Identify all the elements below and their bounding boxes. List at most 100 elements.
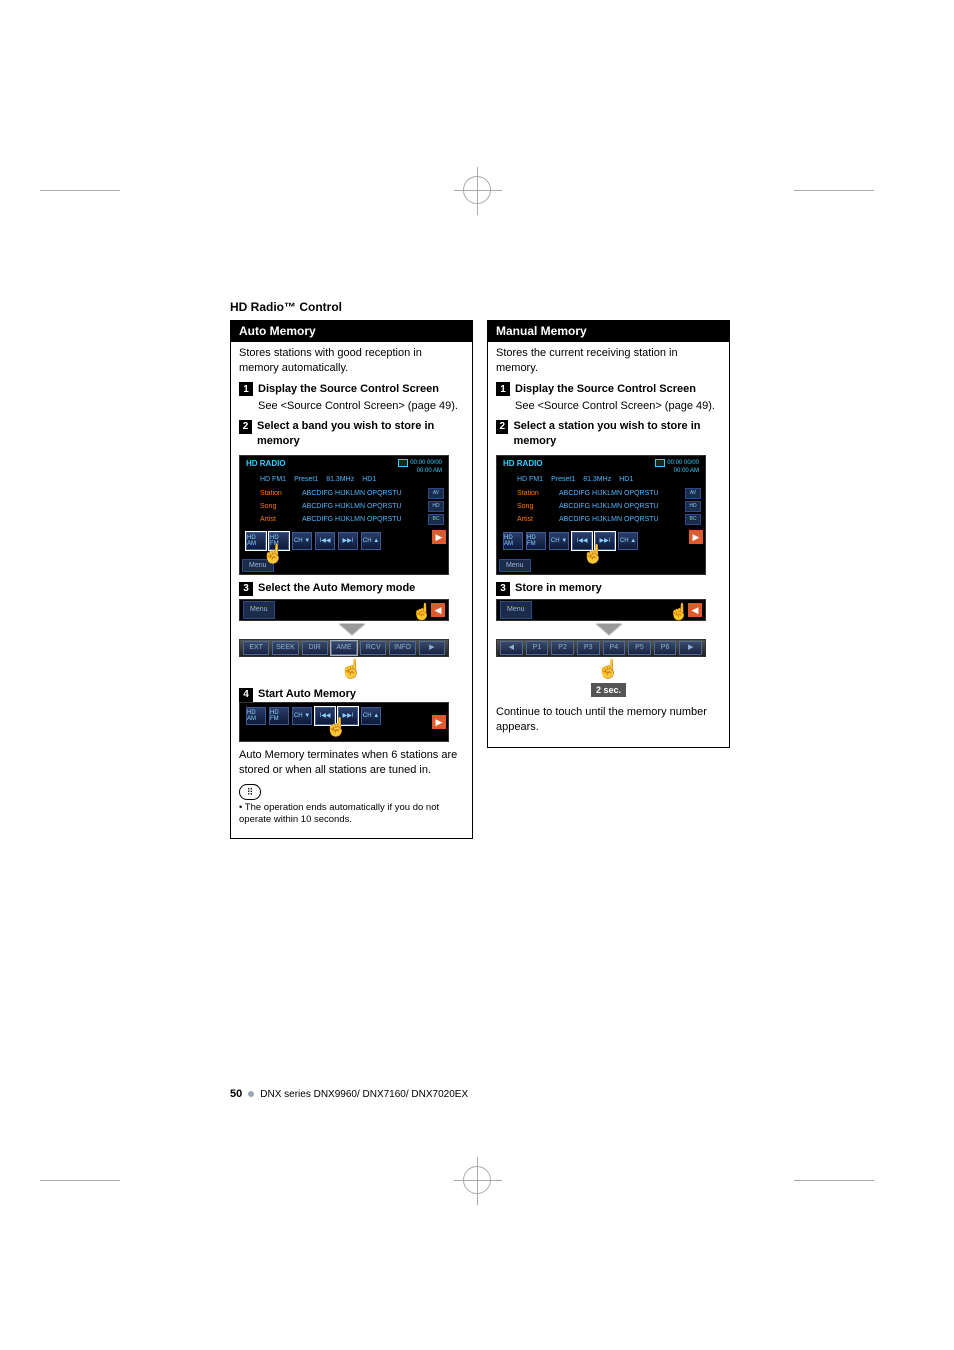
crop-marks-bottom bbox=[0, 1150, 954, 1210]
step-number: 2 bbox=[496, 420, 508, 434]
preset-p4[interactable]: P4 bbox=[603, 641, 626, 654]
band: HD FM1 bbox=[260, 475, 286, 484]
hd-am-button[interactable]: HD AM bbox=[503, 532, 523, 550]
expand-icon[interactable]: ▶ bbox=[689, 530, 703, 544]
opt-info[interactable]: INFO bbox=[389, 641, 415, 654]
step-number: 4 bbox=[239, 688, 253, 702]
artist-row: Artist ABCDIFG HIJKLMN OPQRSTU bbox=[260, 514, 418, 525]
opt-ame[interactable]: AME bbox=[331, 641, 357, 654]
crop-mark-left bbox=[80, 160, 120, 220]
touch-hand-icon: ☝ bbox=[340, 659, 362, 679]
touch-hand-icon: ☝ bbox=[412, 602, 432, 624]
footer-text: DNX series DNX9960/ DNX7160/ DNX7020EX bbox=[260, 1089, 468, 1100]
right-header: Manual Memory bbox=[488, 320, 729, 342]
radio-menu[interactable]: Menu bbox=[499, 559, 531, 572]
left-column: Auto Memory Stores stations with good re… bbox=[230, 320, 473, 839]
frequency: 81.3MHz bbox=[326, 475, 354, 484]
touch-hand-icon: ☝ bbox=[325, 715, 347, 739]
ch-down-button[interactable]: CH ▼ bbox=[292, 532, 312, 550]
frequency: 81.3MHz bbox=[583, 475, 611, 484]
preset-p5[interactable]: P5 bbox=[628, 641, 651, 654]
label-song: Song bbox=[260, 502, 294, 511]
hd-fm-button[interactable]: HD FM bbox=[526, 532, 546, 550]
step-1-label: Display the Source Control Screen bbox=[258, 382, 439, 397]
opt-rcv[interactable]: RCV bbox=[360, 641, 386, 654]
right-body: Stores the current receiving station in … bbox=[488, 342, 729, 739]
preset-p3[interactable]: P3 bbox=[577, 641, 600, 654]
step-4: 4 Start Auto Memory bbox=[239, 687, 464, 702]
preset-p1[interactable]: P1 bbox=[526, 641, 549, 654]
step-2: 2 Select a band you wish to store in mem… bbox=[239, 419, 464, 449]
note-text: The operation ends automatically if you … bbox=[239, 802, 464, 827]
footer-dot-icon bbox=[248, 1091, 254, 1097]
crop-mark-left bbox=[80, 1150, 120, 1210]
val-artist: ABCDIFG HIJKLMN OPQRSTU bbox=[302, 515, 402, 524]
ch-up-button[interactable]: CH ▲ bbox=[361, 707, 381, 725]
step-number: 2 bbox=[239, 420, 252, 434]
step-3: 3 Store in memory bbox=[496, 581, 721, 596]
page-footer: 50 DNX series DNX9960/ DNX7160/ DNX7020E… bbox=[230, 1088, 468, 1100]
song-row: Song ABCDIFG HIJKLMN OPQRSTU bbox=[260, 501, 418, 512]
side-btn-bc[interactable]: BC bbox=[685, 514, 701, 525]
side-btn-av[interactable]: AV bbox=[685, 488, 701, 499]
ch-up-button[interactable]: CH ▲ bbox=[361, 532, 381, 550]
side-btn-av[interactable]: AV bbox=[428, 488, 444, 499]
radio-buttons: HD AM HD FM CH ▼ I◀◀ ▶▶I CH ▲ bbox=[503, 532, 638, 550]
step-2-label: Select a band you wish to store in memor… bbox=[257, 419, 464, 449]
prev-button[interactable]: I◀◀ bbox=[315, 532, 335, 550]
side-btn-bc[interactable]: BC bbox=[428, 514, 444, 525]
radio-screen-illustration: HD RADIO 00:00 00/00 00:00 AM HD FM1 Pre… bbox=[239, 455, 449, 575]
step-number: 1 bbox=[239, 382, 253, 396]
ch-down-button[interactable]: CH ▼ bbox=[292, 707, 312, 725]
next-button[interactable]: ▶▶I bbox=[338, 532, 358, 550]
step-2: 2 Select a station you wish to store in … bbox=[496, 419, 721, 449]
station-row: Station ABCDIFG HIJKLMN OPQRSTU bbox=[260, 488, 418, 499]
step-number: 1 bbox=[496, 382, 510, 396]
crop-marks-top bbox=[0, 160, 954, 220]
touch-hand-icon: ☝ bbox=[582, 542, 604, 566]
signal-icon bbox=[655, 459, 665, 467]
crop-mark-right bbox=[834, 160, 874, 220]
crop-mark-right bbox=[834, 1150, 874, 1210]
collapse-icon[interactable]: ◀ bbox=[431, 603, 445, 617]
clock-line2: 00:00 AM bbox=[417, 468, 442, 474]
preset-p2[interactable]: P2 bbox=[551, 641, 574, 654]
opt-more[interactable]: ▶ bbox=[419, 641, 445, 654]
touch-hand-icon: ☝ bbox=[669, 602, 689, 624]
page-number: 50 bbox=[230, 1088, 242, 1100]
preset-p6[interactable]: P6 bbox=[654, 641, 677, 654]
opt-ext[interactable]: EXT bbox=[243, 641, 269, 654]
note-icon: ⠿ bbox=[239, 784, 261, 800]
ch-down-button[interactable]: CH ▼ bbox=[549, 532, 569, 550]
hd-am-button[interactable]: HD AM bbox=[246, 707, 266, 725]
clock-line2: 00:00 AM bbox=[674, 468, 699, 474]
step-number: 3 bbox=[239, 582, 253, 596]
band: HD FM1 bbox=[517, 475, 543, 484]
hd-fm-button[interactable]: HD FM bbox=[269, 707, 289, 725]
down-arrow-icon bbox=[595, 624, 623, 636]
menu-strip: Menu ☝ ◀ bbox=[239, 599, 449, 621]
menu-button[interactable]: Menu bbox=[243, 601, 275, 618]
step-1: 1 Display the Source Control Screen bbox=[239, 382, 464, 397]
label-song: Song bbox=[517, 502, 551, 511]
menu-button[interactable]: Menu bbox=[500, 601, 532, 618]
side-btn-hd[interactable]: HD bbox=[428, 501, 444, 512]
opt-seek[interactable]: SEEK bbox=[272, 641, 298, 654]
ch-up-button[interactable]: CH ▲ bbox=[618, 532, 638, 550]
preset-more[interactable]: ▶ bbox=[679, 641, 702, 654]
label-station: Station bbox=[260, 489, 294, 498]
expand-icon[interactable]: ▶ bbox=[432, 530, 446, 544]
expand-icon[interactable]: ▶ bbox=[432, 715, 446, 729]
page-content: HD Radio™ Control Auto Memory Stores sta… bbox=[230, 300, 730, 839]
step-3-body: Continue to touch until the memory numbe… bbox=[496, 705, 721, 735]
radio-info-row: HD FM1 Preset1 81.3MHz HD1 bbox=[260, 474, 418, 485]
collapse-icon[interactable]: ◀ bbox=[688, 603, 702, 617]
opt-dir[interactable]: DIR bbox=[302, 641, 328, 654]
left-intro: Stores stations with good reception in m… bbox=[239, 346, 464, 376]
side-btn-hd[interactable]: HD bbox=[685, 501, 701, 512]
preset-back[interactable]: ◀ bbox=[500, 641, 523, 654]
val-song: ABCDIFG HIJKLMN OPQRSTU bbox=[559, 502, 659, 511]
columns: Auto Memory Stores stations with good re… bbox=[230, 320, 730, 839]
menu-strip: Menu ☝ ◀ bbox=[496, 599, 706, 621]
radio-title: HD RADIO bbox=[503, 459, 543, 470]
